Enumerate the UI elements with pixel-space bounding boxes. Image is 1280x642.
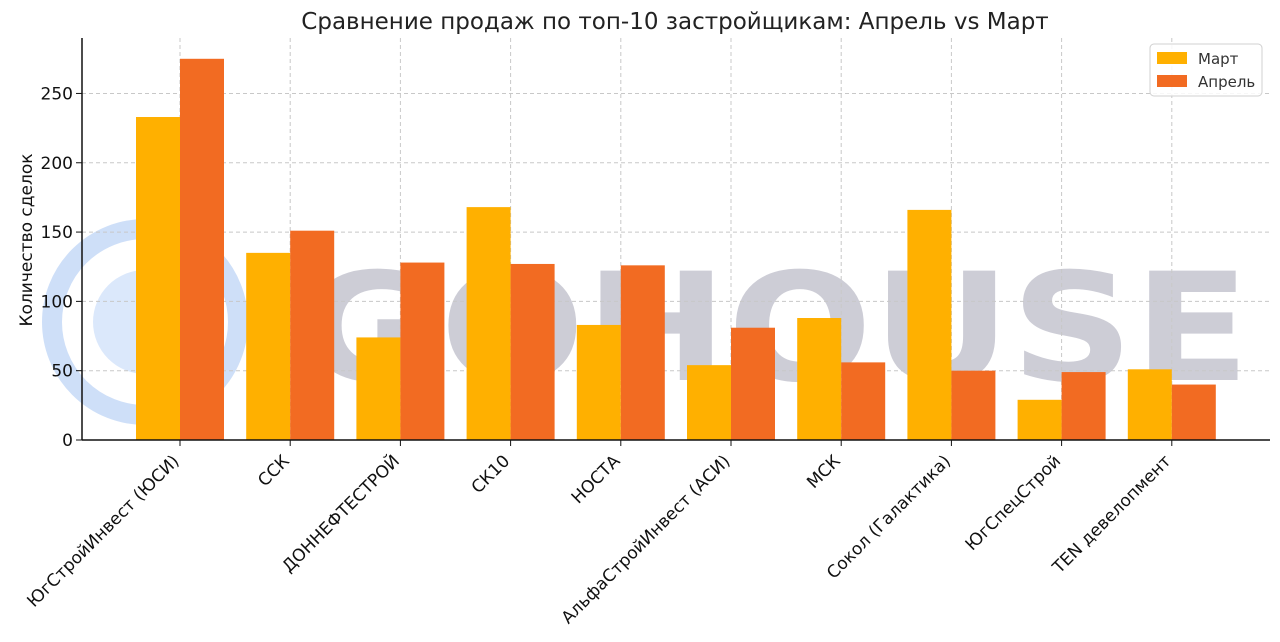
bar-april (1061, 372, 1106, 440)
x-tick-label: ДОННЕФТЕСТРОЙ (277, 450, 404, 577)
y-tick-label: 250 (41, 84, 73, 104)
legend-label: Апрель (1198, 73, 1255, 91)
bar-april (290, 230, 335, 440)
bar-march (1017, 399, 1062, 440)
y-axis-label: Количество сделок (17, 153, 37, 326)
bar-march (797, 318, 842, 440)
bar-march (356, 337, 401, 440)
bar-march (907, 209, 952, 440)
x-tick-label: ЮгСтройИнвест (ЮСИ) (23, 451, 183, 611)
bar-march (466, 207, 511, 440)
bar-april (400, 262, 445, 440)
x-tick-label: ЮгСпецСтрой (962, 451, 1065, 554)
x-tick-label: НОСТА (568, 451, 625, 508)
bar-april (620, 265, 665, 440)
x-tick-label: ССК (254, 451, 293, 490)
y-tick-label: 0 (62, 431, 73, 451)
legend-label: Март (1198, 50, 1239, 68)
x-tick-label: СК10 (468, 451, 514, 497)
legend-swatch (1157, 52, 1187, 64)
axes (81, 38, 1270, 441)
bar-april (180, 58, 224, 441)
bar-april (841, 362, 886, 440)
y-tick-label: 200 (41, 154, 73, 174)
bar-april (510, 263, 555, 440)
y-ticks: 0 50 100 150 200 250 (41, 84, 82, 451)
bar-march (687, 365, 731, 440)
x-tick-label: TEN девелопмент (1048, 451, 1175, 578)
y-tick-label: 150 (41, 223, 73, 243)
x-tick-label: Сокол (Галактика) (823, 451, 955, 583)
y-tick-label: 100 (41, 292, 73, 312)
bar-march (576, 324, 621, 440)
bar-april (951, 370, 996, 440)
legend-swatch (1157, 75, 1187, 87)
legend: Март Апрель (1149, 43, 1263, 97)
bar-april (1171, 384, 1216, 440)
bar-march (1127, 369, 1172, 440)
chart-title: Сравнение продаж по топ-10 застройщикам:… (301, 9, 1048, 35)
bars (136, 58, 1216, 441)
x-tick-label: МСК (803, 451, 844, 492)
bar-march (246, 252, 291, 440)
y-tick-label: 50 (51, 362, 73, 382)
bar-april (731, 327, 775, 440)
bar-march (136, 117, 180, 440)
